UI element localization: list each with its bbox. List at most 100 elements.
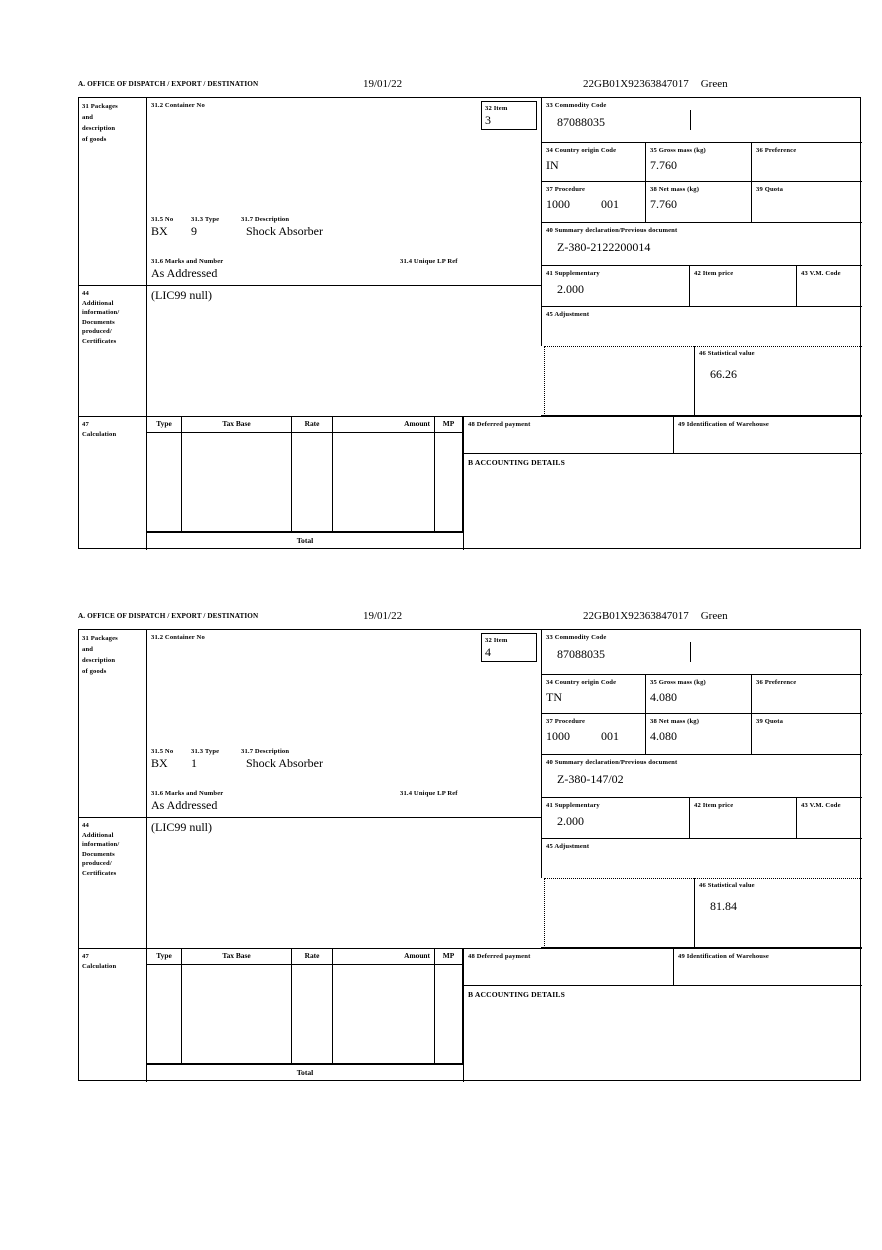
box-32-label: 32 Item <box>485 637 508 644</box>
calc-cell-rate[interactable] <box>291 433 332 532</box>
box-31-7-description-label: 31.7 Description <box>241 216 290 223</box>
box-34-country-origin-code: 34 Country origin Code TN <box>541 675 645 714</box>
calc-cell-amount[interactable] <box>332 965 434 1064</box>
gross-mass-value[interactable]: 4.080 <box>650 689 677 704</box>
deferred-payment-value[interactable] <box>468 964 673 978</box>
box-31-7-description-label: 31.7 Description <box>241 748 290 755</box>
box-31-label-line1: 31 Packages <box>82 103 118 110</box>
calc-cell-rate[interactable] <box>291 965 332 1064</box>
item-price-value[interactable] <box>694 282 796 296</box>
item-number-value[interactable]: 3 <box>485 112 491 127</box>
item-price-value[interactable] <box>694 814 796 828</box>
gross-mass-value[interactable]: 7.760 <box>650 157 677 172</box>
calc-cell-type[interactable] <box>146 433 181 532</box>
box-34-country-origin-code: 34 Country origin Code IN <box>541 143 645 182</box>
calc-header-tax-base-label: Tax Base <box>222 419 251 428</box>
box-46-label: 46 Statistical value <box>699 350 755 357</box>
supplementary-value[interactable]: 2.000 <box>557 813 584 828</box>
statistical-value-value[interactable]: 66.26 <box>710 366 737 381</box>
statistical-value-value[interactable]: 81.84 <box>710 898 737 913</box>
vm-code-value[interactable] <box>801 814 862 828</box>
calc-cell-tax-base[interactable] <box>181 433 291 532</box>
box-44-label-line1: 44 <box>82 822 89 829</box>
calc-total-label: Total <box>296 536 314 545</box>
calc-header-rate-label: Rate <box>304 951 320 960</box>
box-31-2-container-no-label: 31.2 Container No <box>151 634 205 641</box>
box-32-item: 32 Item 4 <box>481 633 537 662</box>
net-mass-value[interactable]: 7.760 <box>650 196 677 211</box>
procedure-code-value[interactable]: 1000 <box>546 196 570 211</box>
previous-document-value[interactable]: Z-380-2122200014 <box>557 239 651 254</box>
box-48-label: 48 Deferred payment <box>468 421 531 428</box>
box-44-label-line4: Documents <box>82 318 115 326</box>
box-49-label: 49 Identification of Warehouse <box>678 953 769 960</box>
commodity-code-value[interactable]: 87088035 <box>557 114 605 129</box>
box-31-5-no-label: 31.5 No <box>151 216 174 223</box>
box-39-quota: 39 Quota <box>751 714 862 755</box>
commodity-code-divider <box>690 642 691 662</box>
supplementary-value[interactable]: 2.000 <box>557 281 584 296</box>
marks-and-number-value[interactable]: As Addressed <box>151 798 218 812</box>
package-no-value[interactable]: BX <box>151 224 168 238</box>
box-39-quota: 39 Quota <box>751 182 862 223</box>
package-type-value[interactable]: 1 <box>191 756 197 770</box>
deferred-payment-value[interactable] <box>468 432 673 446</box>
quota-value[interactable] <box>756 729 862 743</box>
box-35-gross-mass: 35 Gross mass (kg) 4.080 <box>645 675 751 714</box>
item-number-value[interactable]: 4 <box>485 644 491 659</box>
goods-description-value[interactable]: Shock Absorber <box>246 756 323 770</box>
box-36-label: 36 Preference <box>756 147 797 154</box>
preference-value[interactable] <box>756 158 862 172</box>
calc-header-mp-label: MP <box>442 951 455 960</box>
procedure-code-value[interactable]: 1000 <box>546 728 570 743</box>
country-origin-code-value[interactable]: TN <box>546 689 562 704</box>
box-36-preference: 36 Preference <box>751 143 862 182</box>
calc-header-rate: Rate <box>291 948 332 965</box>
section-b-label: B ACCOUNTING DETAILS <box>468 990 565 999</box>
mrn-and-status: 22GB01X92363847017 Green <box>583 78 728 90</box>
box-49-label: 49 Identification of Warehouse <box>678 421 769 428</box>
package-no-value[interactable]: BX <box>151 756 168 770</box>
procedure-additional-code-value[interactable]: 001 <box>601 196 619 211</box>
box-37-procedure: 37 Procedure 1000 001 <box>541 714 645 755</box>
box-46-dotted-top-border <box>544 346 862 347</box>
box-33-commodity-code: 33 Commodity Code 87088035 <box>541 98 862 143</box>
warehouse-identification-value[interactable] <box>678 964 862 978</box>
calc-cell-mp[interactable] <box>434 433 463 532</box>
box-35-label: 35 Gross mass (kg) <box>650 147 706 154</box>
net-mass-value[interactable]: 4.080 <box>650 728 677 743</box>
vm-code-value[interactable] <box>801 282 862 296</box>
preference-value[interactable] <box>756 690 862 704</box>
package-type-value[interactable]: 9 <box>191 224 197 238</box>
box-31-4-unique-lp-ref-label: 31.4 Unique LP Ref <box>400 790 458 797</box>
box-44-label-line6: Certificates <box>82 337 117 345</box>
calc-cell-type[interactable] <box>146 965 181 1064</box>
box-42-item-price: 42 Item price <box>689 798 796 839</box>
goods-description-value[interactable]: Shock Absorber <box>246 224 323 238</box>
box-45-adjustment: 45 Adjustment <box>541 307 862 346</box>
marks-and-number-value[interactable]: As Addressed <box>151 266 218 280</box>
additional-information-value[interactable]: (LIC99 null) <box>151 288 212 302</box>
adjustment-value[interactable] <box>546 854 862 868</box>
box-31-packages-area: 31.2 Container No 31.5 No 31.3 Type 31.7… <box>146 98 541 285</box>
adjustment-value[interactable] <box>546 322 862 336</box>
calc-cell-mp[interactable] <box>434 965 463 1064</box>
calc-total-row: Total <box>146 532 463 550</box>
warehouse-identification-value[interactable] <box>678 432 862 446</box>
country-origin-code-value[interactable]: IN <box>546 157 559 172</box>
commodity-code-value[interactable]: 87088035 <box>557 646 605 661</box>
commodity-code-divider <box>690 110 691 130</box>
previous-document-value[interactable]: Z-380-147/02 <box>557 771 624 786</box>
calc-cell-tax-base[interactable] <box>181 965 291 1064</box>
quota-value[interactable] <box>756 197 862 211</box>
calc-header-mp: MP <box>434 948 463 965</box>
additional-information-value[interactable]: (LIC99 null) <box>151 820 212 834</box>
box-44-stub: 44 Additional information/ Documents pro… <box>79 817 146 948</box>
procedure-additional-code-value[interactable]: 001 <box>601 728 619 743</box>
box-41-label: 41 Supplementary <box>546 270 600 277</box>
box-37-procedure: 37 Procedure 1000 001 <box>541 182 645 223</box>
calc-cell-amount[interactable] <box>332 433 434 532</box>
section-b-accounting-details: B ACCOUNTING DETAILS <box>463 454 862 550</box>
box-46-left-blank <box>541 878 694 948</box>
